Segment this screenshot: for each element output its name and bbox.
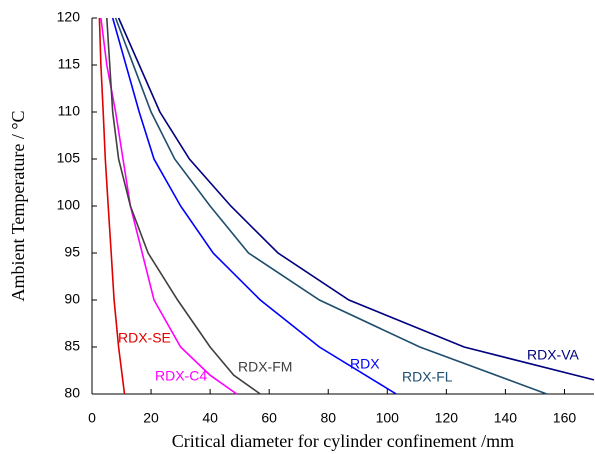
x-tick-label: 120 <box>435 410 459 426</box>
x-tick-label: 60 <box>261 410 277 426</box>
series-label: RDX-SE <box>118 330 171 346</box>
y-tick-label: 105 <box>57 150 81 166</box>
x-tick-label: 160 <box>553 410 577 426</box>
series-label: RDX-FL <box>402 369 453 385</box>
y-tick-label: 90 <box>64 291 80 307</box>
y-tick-label: 95 <box>64 244 80 260</box>
y-tick-label: 110 <box>58 103 81 119</box>
x-tick-label: 100 <box>376 410 400 426</box>
y-axis-label: Ambient Temperature / °C <box>8 110 28 301</box>
line <box>98 17 126 395</box>
y-tick-label: 85 <box>64 338 80 354</box>
y-tick-label: 115 <box>58 56 81 72</box>
x-axis-label: Critical diameter for cylinder confineme… <box>172 431 514 451</box>
x-tick-label: 0 <box>88 410 96 426</box>
line <box>111 17 397 395</box>
line <box>117 17 595 381</box>
x-tick-label: 140 <box>494 410 518 426</box>
y-tick-label: 120 <box>57 9 81 25</box>
line <box>114 17 548 395</box>
x-tick-label: 20 <box>143 410 159 426</box>
x-tick-label: 80 <box>320 410 336 426</box>
line <box>106 17 261 395</box>
series-label: RDX-VA <box>527 347 580 363</box>
series-label: RDX-C4 <box>155 368 207 384</box>
y-tick-label: 100 <box>57 197 81 213</box>
x-tick-label: 40 <box>202 410 218 426</box>
y-tick-label: 80 <box>64 385 80 401</box>
series-label: RDX <box>350 356 380 372</box>
series-label: RDX-FM <box>238 359 292 375</box>
